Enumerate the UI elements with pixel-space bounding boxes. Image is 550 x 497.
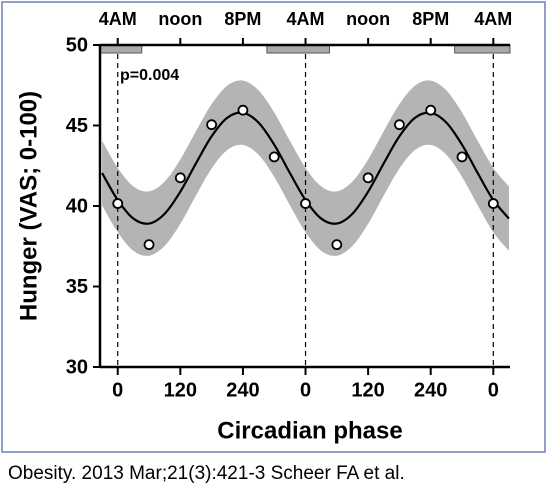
x-tick-label: 0 [488,379,499,401]
annotation: p=0.004 [120,67,179,84]
y-axis-label: Hunger (VAS; 0-100) [15,91,42,321]
data-point [394,119,405,131]
x-tick-label: 240 [226,379,259,401]
top-tick-label: 4AM [287,9,325,29]
y-tick-label: 50 [66,34,88,56]
x-tick-label: 120 [351,379,384,401]
top-tick-label: 8PM [224,9,261,29]
data-point [268,151,280,163]
y-tick-label: 35 [66,276,88,298]
data-point [362,172,374,184]
data-point [112,198,124,209]
top-tick-label: 4AM [474,9,512,29]
x-axis-label: Circadian phase [217,417,402,444]
data-point [331,239,343,251]
y-tick-label: 30 [66,356,88,378]
y-tick-label: 45 [66,115,88,137]
data-point [487,198,499,209]
y-tick-label: 40 [66,195,88,217]
data-point [174,172,186,184]
top-tick-label: noon [346,9,390,29]
x-tick-label: 120 [164,379,197,401]
frame [1,1,546,453]
x-tick-label: 0 [112,379,123,401]
top-tick-label: 4AM [99,9,137,29]
top-tick-label: 8PM [412,9,449,29]
x-tick-label: 240 [414,379,447,401]
data-point [425,104,437,116]
data-point [456,151,468,163]
x-tick-label: 0 [300,379,311,401]
data-point [237,104,249,116]
data-point [143,239,155,251]
data-point [300,198,311,209]
caption: Obesity. 2013 Mar;21(3):421-3 Scheer FA … [8,463,405,484]
data-point [206,119,218,131]
top-tick-label: noon [158,9,202,29]
